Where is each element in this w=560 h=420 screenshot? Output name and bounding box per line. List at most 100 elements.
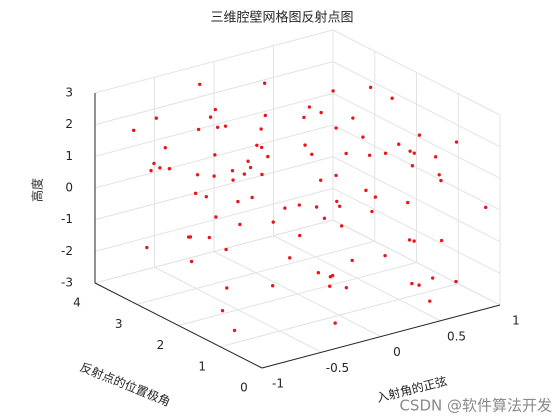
point: [224, 247, 228, 252]
point: [262, 81, 267, 85]
point: [297, 203, 302, 207]
y-axis-label: 反射点的位置极角: [78, 359, 173, 409]
point: [246, 159, 250, 163]
point: [337, 204, 342, 208]
point: [193, 191, 198, 196]
point: [454, 279, 458, 284]
grid-line: [94, 156, 334, 221]
point: [303, 143, 307, 147]
point: [383, 253, 387, 258]
point: [397, 142, 401, 146]
point: [232, 328, 237, 333]
point: [314, 205, 319, 209]
grid-line: [94, 92, 334, 157]
grid-line: [220, 283, 459, 348]
x-tick-label: 0: [393, 345, 401, 359]
point: [439, 178, 443, 183]
point: [417, 133, 422, 137]
point: [439, 238, 444, 243]
point: [410, 281, 414, 286]
z-tick-label: 2: [65, 117, 73, 131]
point: [223, 124, 228, 128]
point: [302, 115, 306, 120]
point: [408, 149, 412, 153]
grid: -1 -0.5 0 0.5 1 0 1 2 3 4-3 -2 -1 0 1 2 3: [61, 29, 520, 395]
point: [195, 173, 200, 177]
z-tick-label: 0: [65, 181, 73, 195]
points: [131, 81, 488, 333]
grid-line: [332, 187, 501, 274]
point: [350, 258, 354, 263]
point: [437, 173, 441, 177]
point: [310, 152, 314, 156]
point: [242, 172, 247, 176]
grid-line: [94, 124, 334, 189]
point: [370, 209, 374, 214]
point: [248, 165, 253, 170]
point: [344, 285, 349, 290]
grid-line: [332, 29, 501, 116]
point: [212, 174, 216, 178]
point: [339, 224, 344, 228]
point: [225, 286, 229, 290]
x-tick-label: 1: [512, 314, 520, 328]
y-tick-label: 3: [115, 317, 123, 331]
point: [238, 222, 242, 227]
point: [131, 128, 136, 133]
point: [207, 235, 212, 240]
point: [163, 146, 167, 150]
point: [154, 116, 159, 120]
point: [484, 205, 488, 210]
point: [145, 245, 149, 250]
point: [412, 151, 416, 155]
y-tick-label: 4: [73, 296, 81, 310]
point: [383, 151, 388, 155]
point: [283, 206, 287, 210]
grid-line: [332, 92, 501, 179]
point: [213, 107, 218, 112]
point: [220, 308, 225, 313]
point: [231, 178, 235, 182]
point: [433, 155, 438, 159]
z-tick-label: -3: [61, 276, 73, 290]
point: [215, 125, 220, 129]
y-tick-label: 2: [157, 338, 165, 352]
point: [167, 167, 172, 171]
point: [270, 284, 275, 288]
x-tick-label: 0.5: [447, 329, 466, 343]
z-tick-label: -1: [61, 212, 73, 226]
point: [367, 153, 372, 157]
point: [230, 168, 235, 173]
point: [430, 276, 435, 280]
point: [298, 233, 302, 238]
grid-line: [332, 124, 501, 211]
point: [333, 321, 337, 325]
point: [454, 140, 459, 144]
y-tick-label: 0: [240, 381, 248, 395]
point: [214, 215, 218, 219]
point: [406, 200, 410, 205]
point: [368, 85, 373, 90]
point: [428, 299, 432, 303]
x-tick-label: -1: [272, 377, 284, 391]
point: [351, 116, 355, 120]
point: [331, 89, 335, 93]
point: [263, 113, 268, 118]
point: [260, 172, 264, 177]
point: [328, 284, 332, 288]
point: [271, 220, 275, 224]
z-tick-label: -2: [61, 244, 73, 258]
point: [213, 153, 217, 157]
point: [250, 195, 254, 200]
grid-line: [332, 219, 501, 306]
grid-line: [94, 219, 334, 284]
x-tick-label: -0.5: [326, 361, 349, 375]
point: [373, 195, 378, 199]
point: [266, 154, 270, 159]
point: [407, 238, 412, 242]
point: [330, 273, 335, 278]
point: [307, 105, 312, 109]
point: [417, 283, 421, 287]
point: [255, 143, 259, 147]
